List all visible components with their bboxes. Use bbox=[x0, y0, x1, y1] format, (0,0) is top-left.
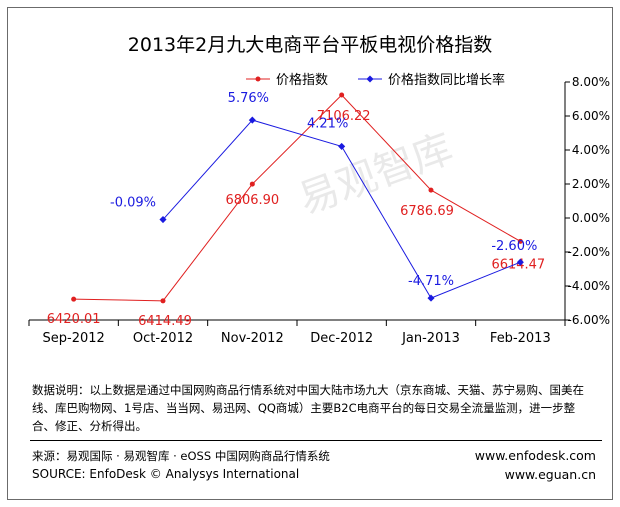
price-index-point bbox=[160, 298, 166, 304]
legend-marker bbox=[366, 75, 374, 83]
price-index-point bbox=[249, 181, 255, 187]
x-tick-label: Sep-2012 bbox=[43, 331, 105, 346]
growth-rate-label: 4.21% bbox=[307, 116, 348, 131]
growth-rate-label: -0.09% bbox=[110, 196, 156, 211]
price-index-line bbox=[73, 94, 521, 302]
price-index-point bbox=[517, 238, 523, 244]
line-chart: 易观智库 Sep-2012 Oct-2012 Nov-2012 Dec-2012 Jan… bbox=[28, 72, 610, 346]
divider bbox=[30, 440, 602, 441]
x-tick-label: Dec-2012 bbox=[310, 331, 373, 346]
y-right-tick-label: -6.00% bbox=[568, 313, 610, 327]
legend-label: 价格指数 bbox=[276, 72, 328, 88]
data-notes: 数据说明：以上数据是通过中国网购商品行情系统对中国大陆市场九大（京东商城、天猫、… bbox=[32, 383, 584, 433]
x-tick-label: Nov-2012 bbox=[221, 331, 284, 346]
growth-rate-label: -2.60% bbox=[491, 239, 537, 254]
price-index-point bbox=[339, 92, 345, 98]
legend-label: 价格指数同比增长率 bbox=[388, 72, 505, 88]
growth-rate-point bbox=[516, 258, 524, 266]
site-link-enfodesk[interactable]: www.enfodesk.com bbox=[474, 448, 596, 463]
price-index-label: 6786.69 bbox=[400, 204, 454, 219]
chart-frame bbox=[7, 7, 613, 500]
source-en: SOURCE: EnfoDesk © Analysys Internationa… bbox=[32, 467, 300, 481]
y-right-tick-label: -2.00% bbox=[568, 245, 610, 259]
source-cn: 来源：易观国际 · 易观智库 · eOSS 中国网购商品行情系统 bbox=[32, 449, 330, 463]
price-index-point bbox=[428, 187, 434, 193]
y-right-tick-label: 8.00% bbox=[572, 75, 610, 89]
growth-rate-label: 5.76% bbox=[228, 91, 269, 106]
y-right-tick-label: 6.00% bbox=[572, 109, 610, 123]
growth-rate-point bbox=[159, 215, 167, 224]
price-index-label: 6806.90 bbox=[225, 193, 279, 208]
chart-title: 2013年2月九大电商平台平板电视价格指数 bbox=[127, 34, 493, 56]
price-index-label: 6414.49 bbox=[138, 314, 192, 329]
y-right-tick-label: -4.00% bbox=[568, 279, 610, 293]
y-right-tick-label: 0.00% bbox=[572, 211, 610, 225]
price-index-label: 7106.22 bbox=[317, 109, 371, 124]
growth-rate-point bbox=[248, 116, 256, 124]
price-index-point bbox=[71, 296, 77, 302]
legend-marker bbox=[255, 76, 261, 82]
growth-rate-label: -4.71% bbox=[408, 274, 454, 289]
x-tick-label: Oct-2012 bbox=[133, 331, 193, 346]
y-right-tick-label: 2.00% bbox=[572, 177, 610, 191]
growth-rate-point bbox=[427, 294, 435, 302]
growth-rate-point bbox=[338, 142, 346, 150]
x-tick-label: Jan-2013 bbox=[401, 331, 460, 346]
price-index-label: 6420.01 bbox=[47, 312, 101, 327]
y-right-tick-label: 4.00% bbox=[572, 143, 610, 157]
site-link-eguan[interactable]: www.eguan.cn bbox=[504, 467, 596, 482]
x-tick-label: Feb-2013 bbox=[490, 331, 551, 346]
